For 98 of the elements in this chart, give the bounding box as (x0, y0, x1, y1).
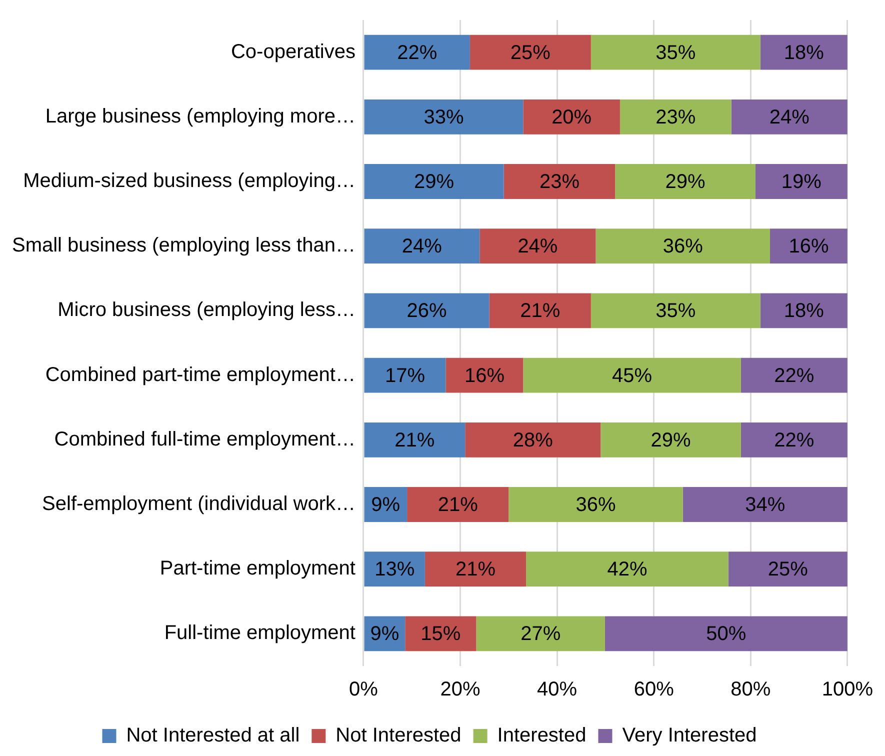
bar (740, 358, 848, 393)
data-label: 27% (520, 623, 561, 646)
data-label: 28% (512, 429, 554, 452)
data-label: 9% (371, 494, 400, 516)
y-tick-label: Full-time employment (164, 622, 356, 644)
y-tick-label: Part-time employment (160, 558, 356, 580)
data-label: 23% (656, 106, 696, 128)
bar (364, 228, 480, 264)
data-label: 19% (781, 171, 822, 194)
data-label: 29% (650, 429, 692, 452)
bar (600, 422, 741, 458)
bar (364, 293, 490, 328)
bar (364, 34, 470, 70)
bar (682, 487, 848, 522)
legend-label: Very Interested (622, 724, 757, 747)
data-label: 29% (414, 171, 454, 194)
bar (523, 99, 620, 134)
bar (364, 164, 504, 199)
bar (526, 552, 728, 587)
bar (615, 164, 756, 199)
bar (760, 293, 848, 328)
data-label: 50% (706, 623, 746, 646)
bar (364, 358, 446, 393)
bar (760, 34, 848, 70)
data-label: 23% (539, 171, 580, 194)
bar (740, 422, 848, 458)
data-label: 34% (745, 494, 786, 516)
bar (446, 358, 524, 393)
y-tick-label: Micro business (employing less… (58, 299, 356, 322)
bar (364, 552, 425, 587)
data-label: 17% (384, 364, 426, 387)
bar (770, 228, 848, 264)
bar (596, 228, 770, 264)
y-tick-label: Medium-sized business (employing… (23, 170, 356, 192)
data-label: 42% (607, 558, 648, 581)
data-label: 13% (374, 558, 415, 581)
bar (476, 616, 605, 652)
data-label: 45% (612, 364, 652, 387)
bar (504, 164, 616, 199)
bar (489, 293, 591, 328)
data-label: 20% (552, 106, 592, 128)
legend-label: Interested (497, 724, 586, 747)
data-label: 21% (438, 494, 478, 516)
x-tick-label: 60% (634, 678, 674, 701)
data-label: 36% (576, 494, 616, 516)
y-tick-label: Self-employment (individual work… (42, 493, 356, 516)
bar (407, 487, 509, 522)
bar (620, 99, 732, 134)
y-tick-label: Large business (employing more… (45, 105, 356, 128)
bar (508, 487, 683, 522)
legend-label: Not Interested (336, 724, 462, 747)
data-label: 24% (402, 236, 442, 258)
bar (523, 358, 741, 393)
bar (590, 293, 760, 328)
data-label: 16% (464, 364, 505, 387)
data-label: 25% (768, 558, 808, 581)
data-label: 24% (769, 106, 810, 128)
bar (480, 228, 596, 264)
x-tick-label: 100% (822, 678, 874, 701)
x-tick-label: 80% (730, 678, 771, 701)
bar (405, 616, 476, 652)
y-tick-label: Combined part-time employment… (45, 364, 356, 386)
data-label: 35% (656, 300, 696, 322)
data-label: 18% (784, 300, 824, 322)
bar (728, 552, 848, 587)
bar (364, 422, 466, 458)
bar (465, 422, 601, 458)
data-label: 22% (397, 42, 438, 64)
x-tick-label: 20% (440, 678, 481, 701)
legend-label: Not Interested at all (126, 724, 300, 747)
data-label: 24% (518, 236, 558, 258)
x-tick-label: 40% (537, 678, 578, 701)
y-tick-label: Co-operatives (230, 40, 356, 63)
y-tick-label: Small business (employing less than… (12, 234, 356, 257)
bar (424, 552, 526, 587)
data-label: 15% (420, 623, 461, 646)
data-label: 21% (520, 300, 560, 322)
data-label: 9% (370, 623, 400, 646)
bar (755, 164, 848, 199)
data-label: 36% (662, 236, 704, 258)
bar (470, 34, 591, 70)
data-label: 18% (784, 42, 824, 64)
data-label: 16% (788, 236, 829, 258)
data-label: 25% (510, 42, 551, 64)
data-label: 33% (424, 106, 464, 128)
data-label: 26% (406, 300, 448, 322)
data-label: 35% (656, 42, 696, 64)
bar (731, 99, 848, 134)
data-label: 22% (774, 364, 814, 387)
bar (604, 616, 848, 652)
data-label: 29% (665, 171, 706, 194)
x-tick-label: 0% (349, 678, 378, 701)
data-label: 22% (774, 429, 814, 452)
data-label: 21% (394, 429, 435, 452)
bar (590, 34, 760, 70)
data-label: 21% (456, 558, 496, 581)
bar (364, 99, 524, 134)
y-tick-label: Combined full-time employment… (54, 428, 356, 450)
